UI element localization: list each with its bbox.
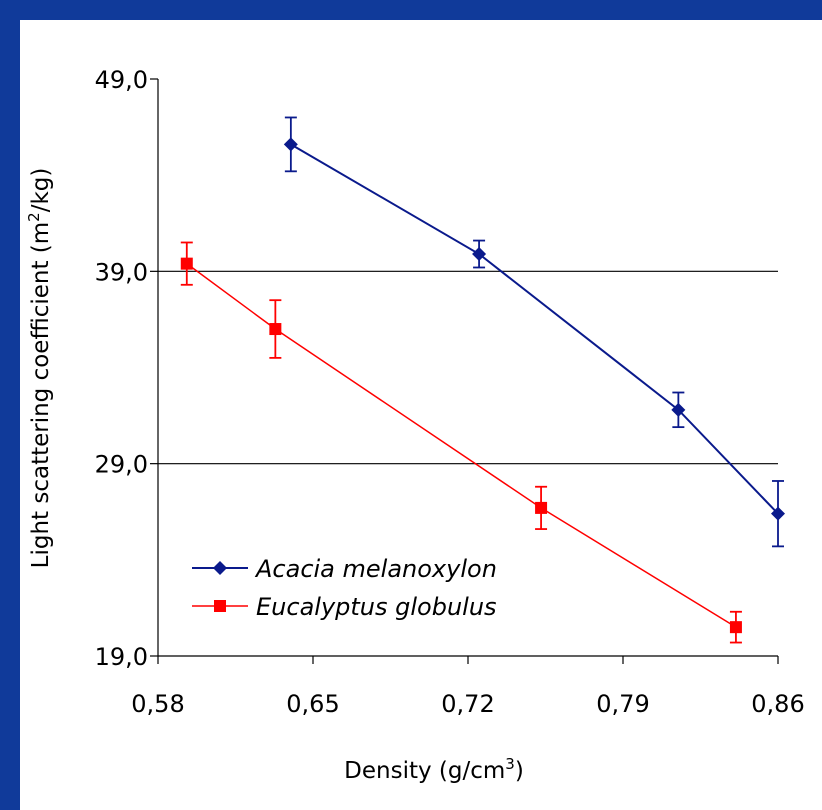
x-tick-label-4: 0,86 — [751, 690, 804, 718]
x-tick-label-3: 0,79 — [596, 690, 649, 718]
series-layer — [180, 116, 785, 644]
point-eucalyptus-1 — [269, 323, 282, 336]
legend-item-eucalyptus: Eucalyptus globulus — [192, 593, 497, 621]
point-acacia-3 — [771, 506, 785, 521]
y-tick-label-2: 39,0 — [95, 258, 148, 286]
series-acacia — [283, 116, 785, 548]
y-axis-title: Light scattering coefficient (m2/kg) — [25, 168, 54, 569]
x-axis-title: Density (g/cm3) — [344, 755, 524, 784]
series-line-acacia — [290, 143, 779, 515]
slide-frame-top — [0, 0, 822, 20]
series-eucalyptus — [180, 241, 742, 644]
point-acacia-0 — [283, 137, 298, 152]
x-tick-label-2: 0,72 — [441, 690, 494, 718]
grid-layer — [158, 270, 778, 465]
x-tick-label-0: 0,58 — [131, 690, 184, 718]
point-eucalyptus-3 — [729, 621, 742, 634]
point-acacia-2 — [671, 402, 686, 417]
y-tick-label-1: 29,0 — [95, 451, 148, 479]
x-tick-label-1: 0,65 — [286, 690, 339, 718]
legend-marker-eucalyptus — [214, 600, 226, 612]
point-acacia-1 — [472, 247, 487, 262]
slide-frame-left — [0, 0, 20, 810]
legend-label-eucalyptus: Eucalyptus globulus — [256, 593, 497, 621]
y-tick-label-3: 49,0 — [95, 66, 148, 94]
legend-label-acacia: Acacia melanoxylon — [254, 555, 497, 583]
axes: 19,0 29,0 39,0 49,0 0,58 0,65 0,72 0,79 0,86 — [95, 66, 805, 718]
point-eucalyptus-0 — [180, 257, 193, 270]
y-tick-label-0: 19,0 — [95, 643, 148, 671]
point-eucalyptus-2 — [535, 501, 548, 514]
legend-item-acacia: Acacia melanoxylon — [192, 555, 497, 583]
legend: Acacia melanoxylon Eucalyptus globulus — [192, 555, 497, 621]
series-line-eucalyptus — [186, 263, 737, 628]
legend-marker-acacia — [213, 561, 227, 575]
